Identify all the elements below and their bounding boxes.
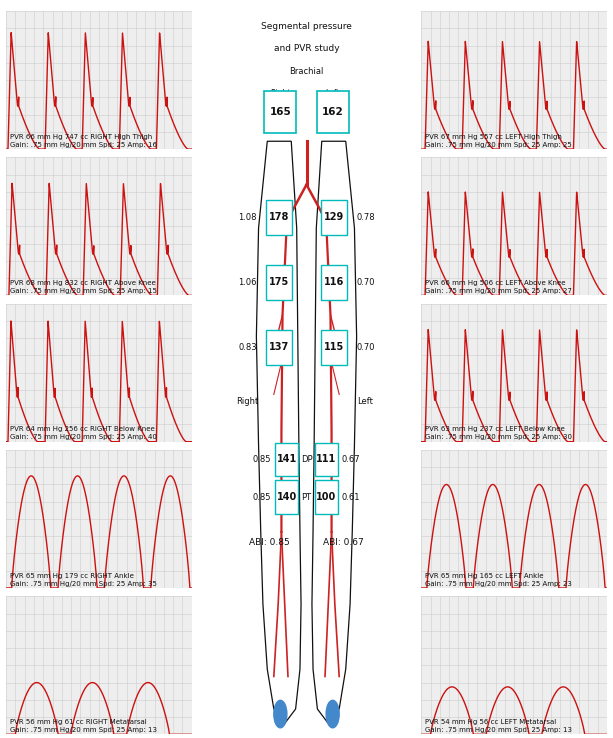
- Text: PVR 66 mm Hg 747 cc RIGHT High Thigh
Gain: .75 mm Hg/20 mm Spd: 25 Amp: 16: PVR 66 mm Hg 747 cc RIGHT High Thigh Gai…: [10, 134, 157, 148]
- Text: Right: Right: [237, 397, 259, 406]
- Text: 111: 111: [316, 455, 337, 464]
- FancyBboxPatch shape: [321, 265, 347, 300]
- Text: 100: 100: [316, 492, 337, 502]
- Text: ABI: 0.85: ABI: 0.85: [249, 538, 290, 547]
- Text: 129: 129: [324, 213, 344, 222]
- FancyBboxPatch shape: [275, 443, 299, 476]
- Text: PT: PT: [302, 492, 311, 502]
- Text: 0.78: 0.78: [356, 213, 375, 221]
- Text: 162: 162: [322, 107, 343, 117]
- Text: 175: 175: [269, 277, 289, 287]
- Text: Left: Left: [357, 397, 373, 406]
- FancyBboxPatch shape: [266, 265, 292, 300]
- Text: PVR 54 mm Hg 56 cc LEFT Metatarsal
Gain: .75 mm Hg/20 mm Spd: 25 Amp: 13: PVR 54 mm Hg 56 cc LEFT Metatarsal Gain:…: [425, 719, 572, 733]
- Text: 165: 165: [270, 107, 291, 117]
- Text: 0.67: 0.67: [342, 455, 360, 464]
- Text: PVR 66 mm Hg 506 cc LEFT Above Knee
Gain: .75 mm Hg/20 mm Spd: 25 Amp: 27: PVR 66 mm Hg 506 cc LEFT Above Knee Gain…: [425, 280, 572, 294]
- FancyBboxPatch shape: [314, 480, 338, 514]
- Text: PVR 64 mm Hg 256 cc RIGHT Below Knee
Gain: .75 mm Hg/20 mm Spd: 25 Amp: 40: PVR 64 mm Hg 256 cc RIGHT Below Knee Gai…: [10, 427, 157, 441]
- Text: ABI: 0.67: ABI: 0.67: [323, 538, 364, 547]
- Text: 115: 115: [324, 342, 344, 352]
- Text: PVR 56 mm Hg 61 cc RIGHT Metatarsal
Gain: .75 mm Hg/20 mm Spd: 25 Amp: 13: PVR 56 mm Hg 61 cc RIGHT Metatarsal Gain…: [10, 719, 157, 733]
- Text: Left: Left: [326, 89, 340, 98]
- FancyBboxPatch shape: [321, 200, 347, 235]
- Text: PVR 65 mm Hg 165 cc LEFT Ankle
Gain: .75 mm Hg/20 mm Spd: 25 Amp: 23: PVR 65 mm Hg 165 cc LEFT Ankle Gain: .75…: [425, 573, 572, 587]
- Text: Brachial: Brachial: [289, 67, 324, 77]
- Text: Segmental pressure: Segmental pressure: [261, 22, 352, 31]
- Text: PVR 67 mm Hg 557 cc LEFT High Thigh
Gain: .75 mm Hg/20 mm Spd: 25 Amp: 25: PVR 67 mm Hg 557 cc LEFT High Thigh Gain…: [425, 134, 572, 148]
- FancyBboxPatch shape: [266, 330, 292, 365]
- Text: 140: 140: [276, 492, 297, 502]
- Text: 0.70: 0.70: [356, 277, 375, 287]
- FancyBboxPatch shape: [264, 92, 297, 134]
- Text: 178: 178: [269, 213, 289, 222]
- Text: PVR 63 mm Hg 237 cc LEFT Below Knee
Gain: .75 mm Hg/20 mm Spd: 25 Amp: 30: PVR 63 mm Hg 237 cc LEFT Below Knee Gain…: [425, 427, 572, 441]
- FancyBboxPatch shape: [314, 443, 338, 476]
- FancyBboxPatch shape: [316, 92, 349, 134]
- Text: 1.08: 1.08: [238, 213, 257, 221]
- Text: 137: 137: [269, 342, 289, 352]
- Text: DP: DP: [301, 455, 312, 464]
- Text: PVR 65 mm Hg 179 cc RIGHT Ankle
Gain: .75 mm Hg/20 mm Spd: 25 Amp: 35: PVR 65 mm Hg 179 cc RIGHT Ankle Gain: .7…: [10, 573, 157, 587]
- Text: 0.85: 0.85: [253, 455, 271, 464]
- Text: PVR 68 mm Hg 832 cc RIGHT Above Knee
Gain: .75 mm Hg/20 mm Spd: 25 Amp: 15: PVR 68 mm Hg 832 cc RIGHT Above Knee Gai…: [10, 280, 157, 294]
- Text: 0.85: 0.85: [253, 492, 271, 502]
- Text: 0.83: 0.83: [238, 343, 257, 352]
- FancyBboxPatch shape: [321, 330, 347, 365]
- Text: 141: 141: [276, 455, 297, 464]
- Text: Right: Right: [270, 89, 291, 98]
- Text: 0.61: 0.61: [342, 492, 360, 502]
- Text: 0.70: 0.70: [356, 343, 375, 352]
- Text: 1.06: 1.06: [238, 277, 257, 287]
- Text: 116: 116: [324, 277, 344, 287]
- FancyBboxPatch shape: [275, 480, 299, 514]
- FancyBboxPatch shape: [266, 200, 292, 235]
- Ellipse shape: [326, 700, 339, 728]
- Text: and PVR study: and PVR study: [273, 44, 340, 52]
- Ellipse shape: [274, 700, 287, 728]
